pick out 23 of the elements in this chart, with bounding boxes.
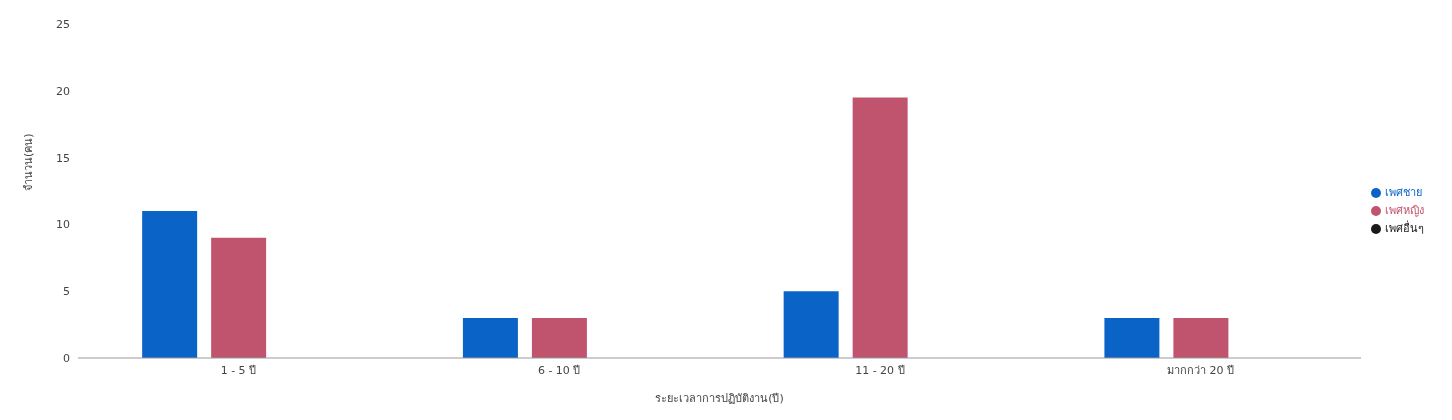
y-tick-label: 25 <box>56 17 70 31</box>
bar <box>783 291 839 358</box>
bar <box>531 317 587 358</box>
bar <box>1104 317 1160 358</box>
y-tick-label: 10 <box>56 218 70 232</box>
y-tick-label: 15 <box>56 151 70 165</box>
x-tick-label: 11 - 20 ปี <box>855 363 905 377</box>
x-tick-label: 6 - 10 ปี <box>537 363 581 377</box>
legend-label: เพศอื่นๆ <box>1385 222 1424 235</box>
bar <box>462 317 518 358</box>
bar <box>211 237 267 358</box>
y-tick-label: 20 <box>56 84 70 98</box>
bar <box>142 211 198 358</box>
y-tick-label: 5 <box>63 285 70 299</box>
x-axis-title: ระยะเวลาการปฏิบัติงาน(ปี) <box>655 392 784 405</box>
y-axis-title: จำนวน(คน) <box>21 133 35 191</box>
x-tick-label: มากกว่า 20 ปี <box>1167 363 1235 377</box>
x-tick-label: 1 - 5 ปี <box>220 363 257 377</box>
legend-label: เพศหญิง <box>1385 204 1424 217</box>
bar <box>852 97 908 358</box>
legend-label: เพศชาย <box>1385 186 1422 199</box>
bar <box>1173 317 1229 358</box>
y-tick-label: 0 <box>63 351 70 365</box>
